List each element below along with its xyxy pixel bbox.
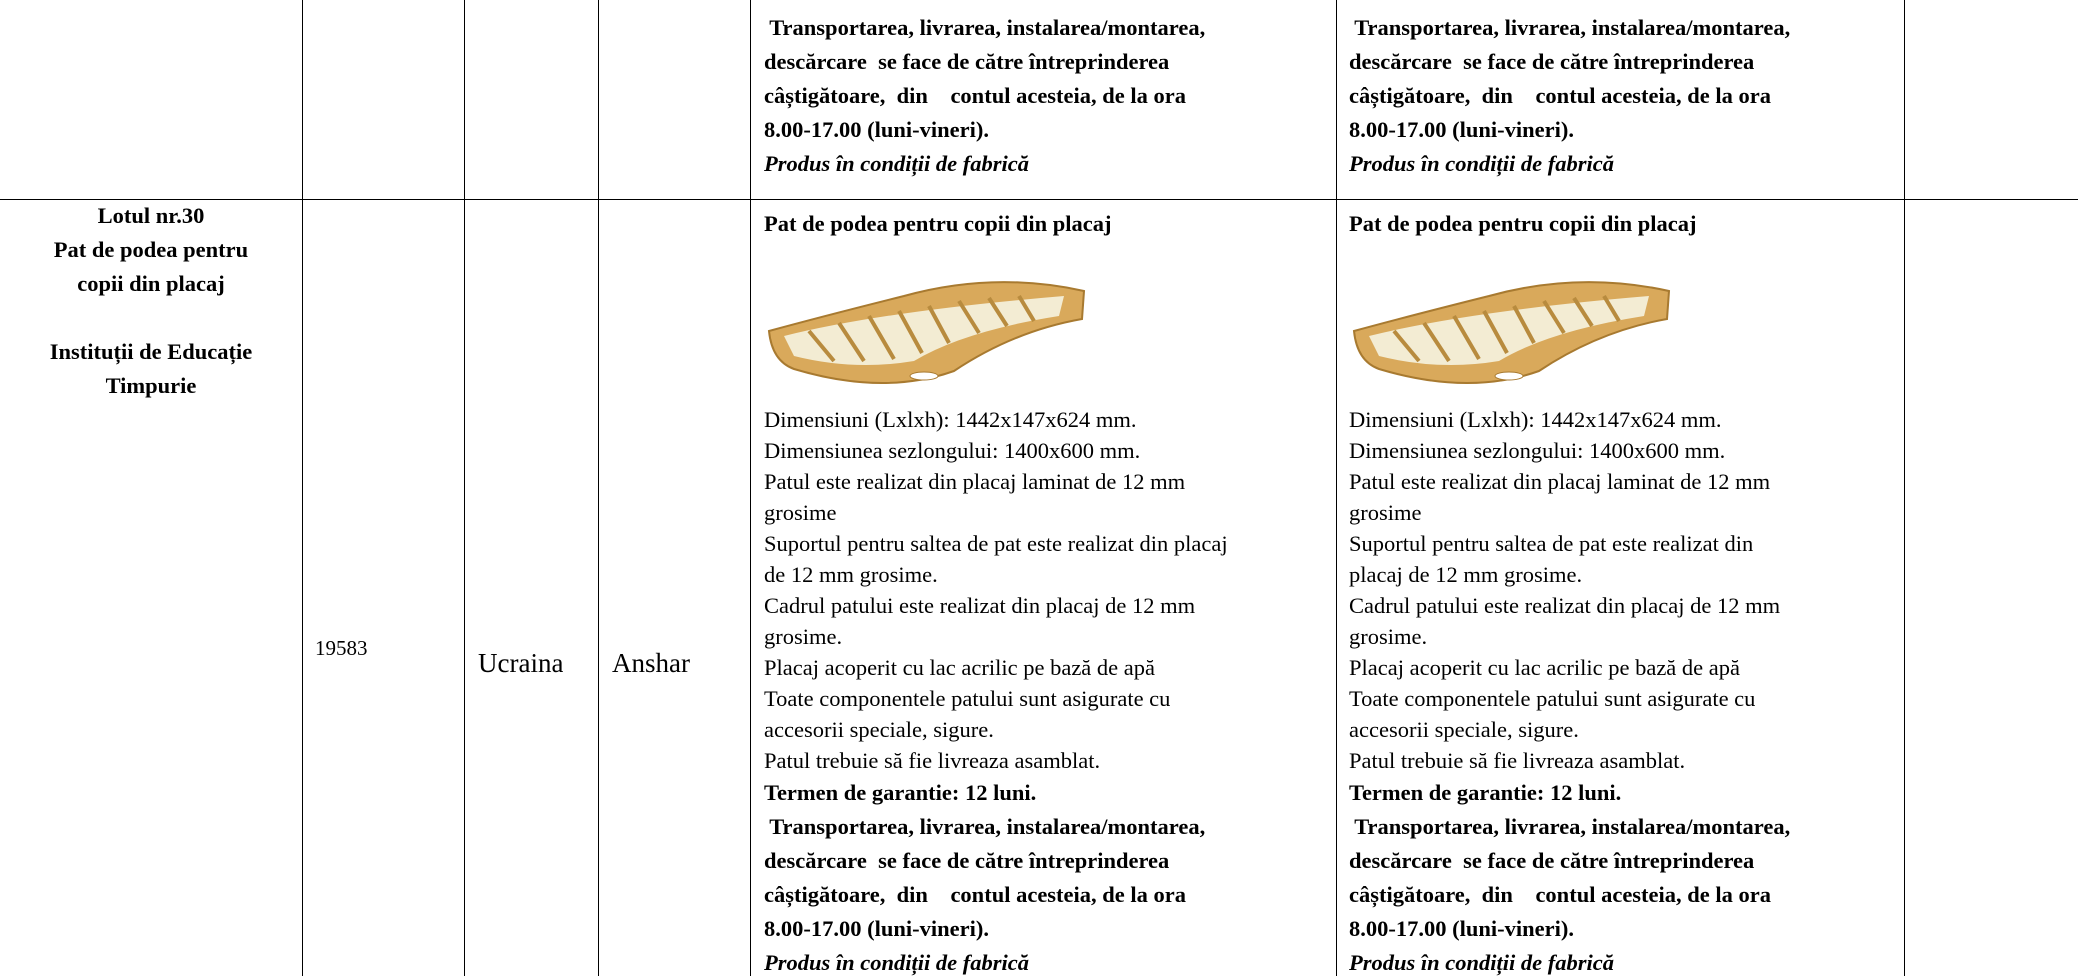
text-line: Dimensiuni (Lxlxh): 1442x147x624 mm. (1349, 407, 1722, 432)
origin-text: Produs în condiții de fabrică (764, 950, 1030, 975)
text-line: Instituții de Educație (49, 339, 253, 364)
details-text: Dimensiuni (Lxlxh): 1442x147x624 mm. Dime… (1349, 404, 1903, 776)
bed-illustration (1352, 281, 1671, 384)
offer-cell: Pat de podea pentru copii din placaj Dim… (1349, 207, 1903, 976)
lot-title: Lotul nr.30 Pat de podea pentru copii din … (0, 199, 302, 301)
text-line: descărcare se face de către întreprinder… (764, 848, 1170, 873)
warranty-text: Termen de garantie: 12 luni. (764, 780, 1037, 805)
text-line: Placaj acoperit cu lac acrilic pe bază d… (1349, 655, 1741, 680)
origin-text: Produs în condiții de fabrică (1349, 950, 1615, 975)
text-line: câștigătoare, din contul acesteia, de la… (1349, 83, 1772, 108)
text-line: Transportarea, livrarea, instalarea/mont… (1349, 15, 1791, 40)
text-line: descărcare se face de către întreprinder… (1349, 848, 1755, 873)
column-border (302, 0, 303, 976)
text-line: Transportarea, livrarea, instalarea/mont… (1349, 814, 1791, 839)
text-line: Transportarea, livrarea, instalarea/mont… (764, 15, 1206, 40)
text-line: Patul este realizat din placaj laminat d… (1349, 469, 1771, 494)
text-line: câștigătoare, din contul acesteia, de la… (1349, 882, 1772, 907)
text-line: de 12 mm grosime. (764, 562, 938, 587)
text-line: Pat de podea pentru (53, 237, 249, 262)
text-line: Toate componentele patului sunt asigurat… (764, 686, 1171, 711)
text-line: Cadrul patului este realizat din placaj … (764, 593, 1196, 618)
row-border (0, 199, 2078, 200)
text-line: accesorii speciale, sigure. (1349, 717, 1579, 742)
specification-cell: Transportarea, livrarea, instalarea/mont… (764, 11, 1334, 181)
product-image (1352, 281, 1671, 384)
text-line: grosime (764, 500, 837, 525)
details-text: Dimensiuni (Lxlxh): 1442x147x624 mm. Dime… (764, 404, 1334, 776)
text-line: Placaj acoperit cu lac acrilic pe bază d… (764, 655, 1156, 680)
text-line: Dimensiuni (Lxlxh): 1442x147x624 mm. (764, 407, 1137, 432)
text-line: copii din placaj (77, 271, 225, 296)
product-image (767, 281, 1086, 384)
text-line: 8.00-17.00 (luni-vineri). (1349, 117, 1574, 142)
text-line: 8.00-17.00 (luni-vineri). (1349, 916, 1574, 941)
text-line: câștigătoare, din contul acesteia, de la… (764, 882, 1187, 907)
text-line: descărcare se face de către întreprinder… (1349, 49, 1755, 74)
text-line: placaj de 12 mm grosime. (1349, 562, 1583, 587)
column-border (1336, 0, 1337, 976)
delivery-text: Transportarea, livrarea, instalarea/mont… (1349, 810, 1903, 946)
specification-cell: Pat de podea pentru copii din placaj Dim… (764, 207, 1334, 976)
text-line: Patul este realizat din placaj laminat d… (764, 469, 1186, 494)
text-line: Cadrul patului este realizat din placaj … (1349, 593, 1781, 618)
offer-cell: Transportarea, livrarea, instalarea/mont… (1349, 11, 1903, 181)
column-border (1904, 0, 1905, 976)
text-line: Lotul nr.30 (97, 203, 205, 228)
text-line: Toate componentele patului sunt asigurat… (1349, 686, 1756, 711)
text-line: 8.00-17.00 (luni-vineri). (764, 117, 989, 142)
text-line: descărcare se face de către întreprinder… (764, 49, 1170, 74)
lot-beneficiary: Instituții de Educație Timpurie (0, 335, 302, 403)
text-line: Timpurie (105, 373, 197, 398)
text-line: accesorii speciale, sigure. (764, 717, 994, 742)
text-line: Dimensiunea sezlongului: 1400x600 mm. (764, 438, 1141, 463)
delivery-text: Transportarea, livrarea, instalarea/mont… (764, 810, 1334, 946)
text-line: grosime (1349, 500, 1422, 525)
text-line: Suportul pentru saltea de pat este reali… (764, 531, 1228, 556)
text-line: grosime. (764, 624, 843, 649)
code-text: 19583 (315, 636, 368, 660)
text-line: grosime. (1349, 624, 1428, 649)
column-border (750, 0, 751, 976)
lot-cell: Lotul nr.30 Pat de podea pentru copii din … (0, 199, 302, 403)
product-title: Pat de podea pentru copii din placaj (1349, 211, 1697, 236)
text-line: Suportul pentru saltea de pat este reali… (1349, 531, 1754, 556)
text-line: Transportarea, livrarea, instalarea/mont… (764, 814, 1206, 839)
producer-text: Anshar (612, 648, 690, 678)
text-line: câștigătoare, din contul acesteia, de la… (764, 83, 1187, 108)
delivery-text: Transportarea, livrarea, instalarea/mont… (764, 11, 1334, 147)
text-line: 8.00-17.00 (luni-vineri). (764, 916, 989, 941)
text-line: Patul trebuie să fie livreaza asamblat. (1349, 748, 1686, 773)
bed-illustration (767, 281, 1086, 384)
delivery-text: Transportarea, livrarea, instalarea/mont… (1349, 11, 1903, 147)
warranty-text: Termen de garantie: 12 luni. (1349, 780, 1622, 805)
origin-text: Produs în condiții de fabrică (764, 151, 1030, 176)
text-line: Patul trebuie să fie livreaza asamblat. (764, 748, 1101, 773)
column-border (464, 0, 465, 976)
origin-text: Produs în condiții de fabrică (1349, 151, 1615, 176)
product-title: Pat de podea pentru copii din placaj (764, 211, 1112, 236)
text-line: Dimensiunea sezlongului: 1400x600 mm. (1349, 438, 1726, 463)
country-text: Ucraina (478, 648, 564, 678)
column-border (598, 0, 599, 976)
